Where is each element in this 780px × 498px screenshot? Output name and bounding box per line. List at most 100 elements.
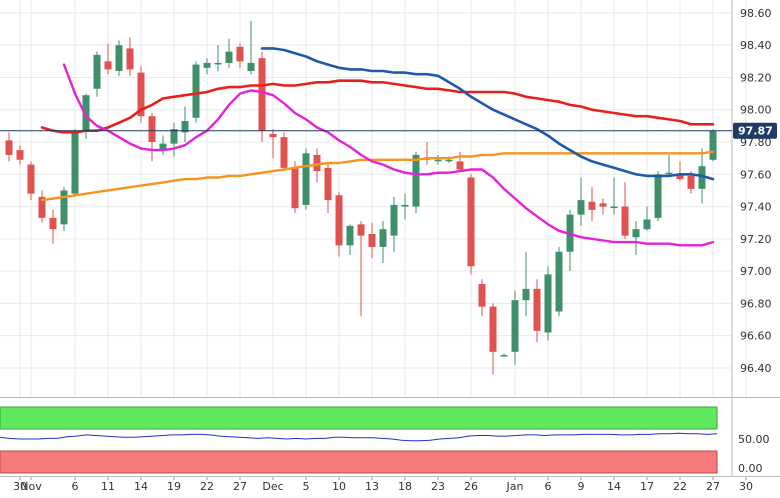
x-tick-label: 27	[706, 480, 720, 493]
candle-body	[401, 204, 409, 207]
ma-blue-line	[260, 47, 715, 181]
candle-body	[159, 143, 167, 151]
y-tick-label: 97.40	[740, 201, 772, 214]
y-tick-label: 96.40	[740, 362, 772, 375]
y-tick-label: 98.20	[740, 71, 772, 84]
x-tick-label: 5	[303, 480, 310, 493]
x-tick-label: 30	[739, 480, 753, 493]
candle-body	[544, 274, 552, 333]
candle-body	[214, 62, 222, 65]
y-tick-label: 97.00	[740, 265, 772, 278]
candle-body	[456, 161, 464, 170]
candle-body	[126, 48, 134, 70]
indicator-tick-label: 50.00	[738, 433, 770, 446]
y-tick-label: 98.60	[740, 7, 772, 20]
x-tick-label: Dec	[262, 480, 283, 493]
ma-orange-line	[40, 150, 715, 202]
candle-body	[170, 129, 178, 144]
candle-body	[137, 72, 145, 117]
indicator-tick-label: 0.00	[738, 462, 763, 475]
x-tick-label: 13	[365, 480, 379, 493]
x-tick-label: 30	[13, 480, 27, 493]
y-tick-label: 97.80	[740, 136, 772, 149]
x-tick-label: 26	[464, 480, 478, 493]
candle-body	[192, 64, 200, 118]
x-tick-label: 23	[431, 480, 445, 493]
candle-body	[82, 95, 90, 131]
candle-body	[379, 229, 387, 247]
candle-body	[203, 62, 211, 68]
x-tick-label: 19	[167, 480, 181, 493]
candle-body	[588, 201, 596, 210]
candle-body	[49, 217, 57, 230]
x-tick-label: 22	[200, 480, 214, 493]
candle-body	[225, 51, 233, 63]
candle-body	[555, 251, 563, 312]
y-tick-label: 98.40	[740, 39, 772, 52]
candle-body	[522, 288, 530, 301]
candlestick-series	[5, 20, 717, 375]
candle-body	[577, 200, 585, 215]
candle-body	[324, 167, 332, 201]
x-tick-label: 14	[134, 480, 148, 493]
y-tick-label: 98.00	[740, 104, 772, 117]
candle-body	[709, 130, 717, 160]
candle-body	[16, 150, 24, 160]
candle-body	[665, 172, 673, 175]
x-tick-label: 17	[640, 480, 654, 493]
x-tick-label: 11	[101, 480, 115, 493]
candle-body	[115, 45, 123, 72]
candle-body	[500, 355, 508, 357]
x-tick-label: 10	[332, 480, 346, 493]
candle-body	[258, 58, 266, 131]
indicator-line	[0, 432, 718, 442]
candle-body	[654, 174, 662, 218]
x-tick-label: Nov	[20, 480, 42, 493]
candle-body	[357, 224, 365, 236]
x-tick-label: 22	[673, 480, 687, 493]
candle-body	[335, 195, 343, 246]
candle-body	[643, 219, 651, 230]
candle-body	[71, 132, 79, 194]
candle-body	[434, 159, 442, 162]
oversold-zone	[0, 450, 718, 474]
y-tick-label: 96.80	[740, 297, 772, 310]
candle-body	[247, 62, 255, 72]
candle-body	[236, 46, 244, 62]
current-price-label: 97.87	[738, 125, 773, 138]
candle-body	[489, 306, 497, 352]
candle-body	[698, 166, 706, 189]
candle-body	[533, 288, 541, 331]
indicator-panel: 50.00 0.00	[0, 406, 770, 475]
candle-body	[445, 159, 453, 162]
overbought-zone	[0, 406, 718, 430]
candle-body	[621, 206, 629, 236]
candle-body	[302, 153, 310, 205]
candle-body	[368, 234, 376, 247]
candle-body	[269, 133, 277, 138]
candle-body	[60, 190, 68, 225]
x-tick-label: 6	[72, 480, 79, 493]
candle-body	[412, 154, 420, 207]
y-tick-label: 97.60	[740, 168, 772, 181]
candle-body	[478, 284, 486, 307]
candle-body	[280, 137, 288, 168]
x-tick-label: 14	[607, 480, 621, 493]
candle-body	[313, 154, 321, 172]
x-tick-label: 6	[545, 480, 552, 493]
candle-body	[27, 164, 35, 194]
candle-body	[610, 206, 618, 209]
candle-body	[632, 229, 640, 238]
candle-body	[346, 225, 354, 246]
x-tick-label: 27	[233, 480, 247, 493]
candle-body	[93, 54, 101, 89]
x-tick-label: 18	[398, 480, 412, 493]
ma-red-line	[40, 79, 715, 134]
candle-body	[181, 121, 189, 133]
candle-body	[390, 204, 398, 236]
candle-body	[599, 203, 607, 207]
candle-body	[467, 177, 475, 267]
moving-averages	[40, 47, 715, 247]
